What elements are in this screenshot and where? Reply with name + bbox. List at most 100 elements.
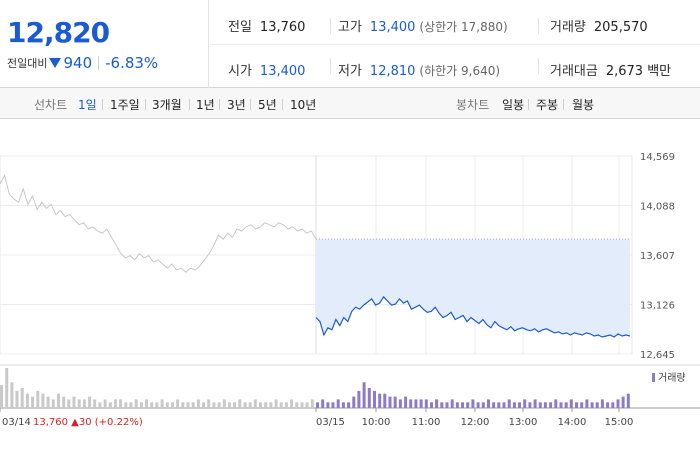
volume-bar (139, 402, 143, 408)
stat-high: 고가 13,400 (상한가 17,880) (338, 16, 508, 35)
price-stats: 전일 13,760 고가 13,400 (상한가 17,880) 거래량 205,570… (210, 0, 700, 88)
tab-5years[interactable]: 5년 (258, 98, 277, 112)
upper-limit: (상한가 17,880) (419, 20, 508, 34)
volume-bar (134, 399, 138, 408)
volume-bar (114, 399, 117, 408)
prev-day-price-line (0, 174, 317, 273)
divider (330, 18, 331, 34)
volume-bar (373, 390, 376, 408)
divider (330, 58, 331, 74)
volume-bar (466, 402, 470, 408)
today-area-fill (316, 239, 630, 337)
volume-bar (523, 399, 527, 408)
volume-bar (238, 399, 242, 408)
volume-bar (326, 402, 330, 408)
volume-bar (31, 396, 35, 408)
volume-bar (507, 399, 511, 408)
divider (210, 44, 700, 45)
stat-label: 전일 (228, 20, 252, 35)
stat-value: 13,400 (259, 64, 306, 79)
volume-bar (41, 393, 45, 408)
volume-bar (196, 399, 200, 408)
volume-bar (5, 368, 9, 408)
volume-bar (461, 402, 464, 408)
volume-bar (538, 402, 542, 408)
y-tick-label: 14,569 (640, 152, 675, 163)
volume-bar (455, 402, 459, 408)
chart-tab-bar: 선차트 1일 1주일 3개월 1년 3년 5년 10년 봉차트 일봉 주봉 월봉 (0, 88, 700, 119)
tab-weekly-candle[interactable]: 주봉 (536, 98, 559, 112)
volume-bar (77, 399, 81, 408)
volume-bar (575, 402, 578, 408)
x-tick-label: 13:00 (509, 417, 538, 428)
volume-bar (341, 402, 345, 408)
stat-label: 거래량 (550, 20, 586, 35)
volume-bar (124, 402, 128, 408)
tab-1year[interactable]: 1년 (196, 98, 215, 112)
volume-bar (88, 396, 92, 408)
volume-bar (331, 402, 335, 408)
volume-bar (227, 402, 231, 408)
current-price-panel: 12,820 전일대비 940 -6.83% (0, 0, 209, 88)
volume-bar (72, 396, 76, 408)
tab-3months[interactable]: 3개월 (152, 98, 182, 112)
divider (219, 99, 220, 110)
volume-bar (336, 399, 340, 408)
volume-bar (98, 402, 102, 408)
volume-bar (202, 402, 205, 408)
today-price-line (315, 295, 631, 338)
x-tick-label: 11:00 (412, 417, 441, 428)
change-row: 전일대비 940 -6.83% (7, 54, 158, 72)
volume-bar (398, 399, 402, 408)
change-amount: 940 (63, 54, 93, 72)
volume-bar (347, 402, 351, 408)
volume-bar (181, 402, 185, 408)
volume-bar (264, 402, 268, 408)
volume-bar (502, 402, 506, 408)
stat-label: 시가 (228, 64, 252, 79)
tab-1week[interactable]: 1주일 (110, 98, 140, 112)
volume-bar (606, 402, 610, 408)
volume-bar (388, 396, 392, 408)
volume-bar (316, 402, 319, 408)
volume-bar (36, 390, 40, 408)
tab-monthly-candle[interactable]: 월봉 (572, 98, 595, 112)
volume-bar (424, 399, 428, 408)
stat-prev-close: 전일 13,760 (228, 16, 305, 35)
volume-bar (160, 399, 164, 408)
volume-bar (378, 393, 382, 408)
volume-bar (119, 399, 123, 408)
volume-bar (93, 399, 97, 408)
stat-value: 12,810 (369, 64, 416, 79)
price-area-fill (316, 239, 630, 337)
volume-bar (611, 402, 615, 408)
volume-bar (595, 402, 599, 408)
tab-10years[interactable]: 10년 (290, 98, 317, 112)
volume-bar (492, 402, 496, 408)
volume-bar (585, 399, 589, 408)
volume-bars (0, 364, 700, 409)
prev-day-price: 13,760 (33, 417, 71, 428)
volume-bar (108, 402, 112, 408)
prev-day-info: 13,760 ▲30 (+0.22%) (33, 417, 143, 428)
volume-bar (590, 402, 594, 408)
tab-daily-candle[interactable]: 일봉 (502, 98, 525, 112)
price-lines (0, 174, 631, 338)
tab-1day[interactable]: 1일 (78, 98, 97, 112)
volume-bar (580, 402, 584, 408)
prev-day-change-pct: (+0.22%) (95, 417, 143, 428)
volume-bar (409, 399, 413, 408)
volume-bar (46, 396, 50, 408)
volume-bar (393, 396, 397, 408)
tab-3years[interactable]: 3년 (227, 98, 246, 112)
volume-bar (20, 388, 24, 408)
price-header: 12,820 전일대비 940 -6.83% 전일 13,760 고가 13,400… (0, 0, 700, 88)
volume-bar (145, 399, 148, 408)
volume-bar (171, 402, 174, 408)
x-tick-label: 03/14 (2, 417, 31, 428)
volume-bar (57, 393, 60, 408)
stat-volume: 거래량 205,570 (550, 16, 648, 35)
volume-bar (150, 402, 154, 408)
volume-bar (51, 399, 55, 408)
volume-bar (404, 396, 408, 408)
